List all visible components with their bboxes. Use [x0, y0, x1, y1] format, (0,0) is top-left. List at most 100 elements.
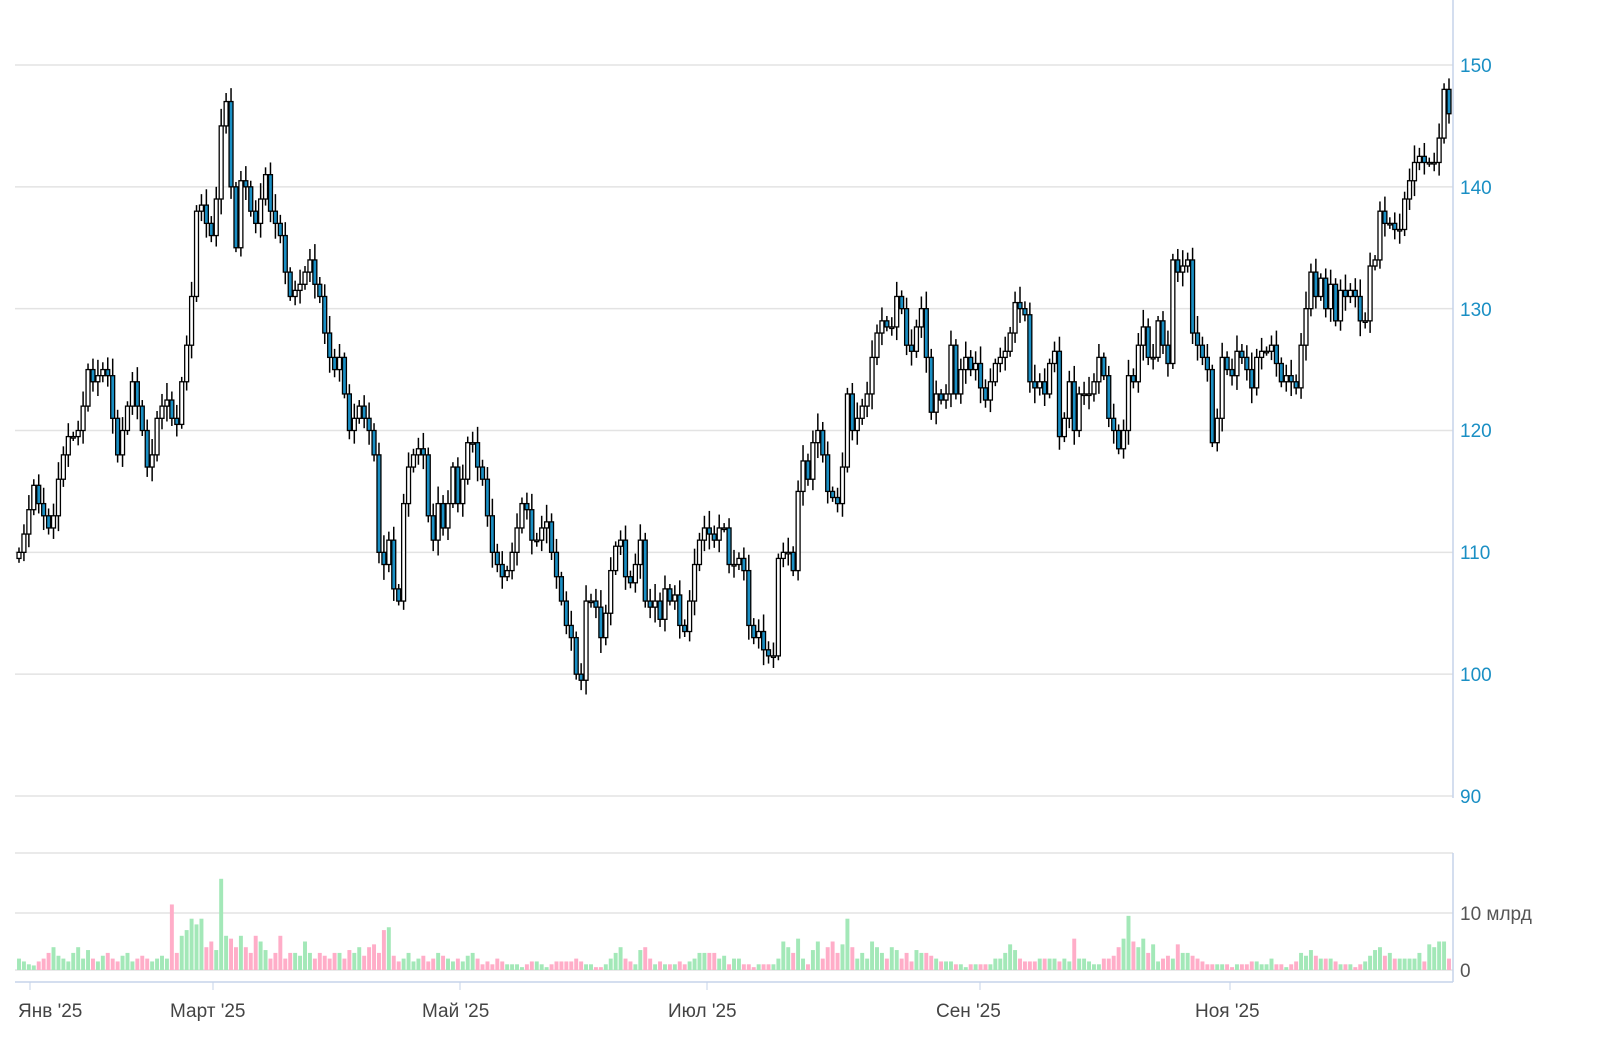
candle-body-up: [1007, 332, 1013, 352]
candle-body-up: [972, 362, 979, 371]
volume-bar-down: [431, 958, 436, 970]
candle: [198, 194, 205, 222]
volume-bar-down: [850, 947, 855, 970]
volume-bar-up: [189, 918, 194, 970]
candle: [1037, 373, 1043, 396]
volume-bar-up: [470, 952, 475, 970]
candle: [1194, 315, 1201, 361]
candle-body-down: [1332, 283, 1339, 322]
volume-bar-up: [1328, 958, 1333, 970]
candle-body-up: [238, 180, 244, 249]
candle: [751, 618, 757, 645]
volume-bar-down: [569, 961, 574, 970]
volume-bar-up: [1067, 961, 1072, 970]
candle-body-up: [854, 417, 860, 432]
candle: [578, 663, 584, 691]
candle: [70, 431, 76, 441]
candle: [667, 584, 673, 606]
candle-body-down: [657, 600, 663, 620]
volume-bar-up: [184, 930, 189, 970]
volume-bar-up: [544, 967, 549, 970]
volume-bar-up: [238, 935, 243, 970]
candle: [1066, 370, 1072, 429]
volume-bar-up: [771, 964, 776, 970]
price-tick-150: 150: [1460, 56, 1492, 77]
volume-bar-up: [1151, 944, 1156, 970]
candle: [1328, 269, 1334, 322]
volume-bar-down: [372, 944, 377, 970]
candle-body-up: [889, 326, 895, 330]
candle: [494, 543, 500, 573]
price-tick-110: 110: [1460, 543, 1490, 564]
candle: [1189, 247, 1196, 344]
price-tick-90: 90: [1460, 787, 1481, 808]
candle-body-up: [85, 368, 91, 407]
candle: [169, 391, 175, 426]
volume-bar-up: [76, 947, 81, 970]
candle-body-up: [55, 478, 62, 517]
candle-body-down: [1288, 375, 1294, 383]
candle: [647, 588, 653, 619]
candle-body-up: [874, 332, 880, 359]
candle-body-up: [1441, 88, 1447, 139]
candle: [1421, 142, 1427, 175]
candle-body-up: [815, 429, 821, 444]
candle-body-down: [790, 551, 796, 572]
volume-bar-down: [145, 958, 150, 970]
candle: [780, 542, 786, 568]
volume-bar-up: [697, 952, 702, 970]
candle: [460, 464, 466, 517]
volume-bar-up: [894, 950, 899, 970]
volume-bar-up: [125, 952, 130, 970]
volume-bar-down: [1195, 958, 1200, 970]
candle: [1219, 342, 1225, 432]
volume-bar-down: [1239, 964, 1244, 970]
candle: [736, 552, 742, 570]
volume-bar-up: [1037, 958, 1042, 970]
volume-bar-down: [1161, 958, 1165, 970]
candle: [519, 497, 525, 534]
candle: [154, 411, 160, 462]
candle-body-down: [1115, 429, 1122, 450]
volume-bar-up: [1417, 952, 1422, 970]
candle-body-up: [1298, 344, 1304, 389]
volume-bar-up: [95, 961, 100, 970]
candle-body-up: [1135, 344, 1141, 383]
volume-bar-down: [741, 964, 746, 970]
candle: [55, 462, 62, 532]
volume-bar-up: [1170, 958, 1175, 970]
candle-body-up: [1308, 271, 1314, 310]
volume-bar-up: [307, 952, 312, 970]
candle: [1392, 212, 1398, 240]
volume-bar-up: [919, 952, 924, 970]
candle-body-up: [662, 588, 668, 620]
candle-body-up: [696, 539, 703, 566]
volume-bar-down: [712, 952, 717, 970]
candle-body-up: [1406, 180, 1413, 200]
candle: [608, 557, 614, 626]
candle: [1323, 268, 1329, 318]
candle-body-down: [1392, 222, 1398, 231]
candle: [410, 448, 417, 473]
candle: [484, 467, 491, 527]
candle: [741, 547, 747, 581]
candle-body-up: [1012, 301, 1018, 334]
candle-body-up: [603, 612, 609, 639]
volume-bar-up: [1373, 950, 1378, 970]
volume-bar-up: [199, 918, 204, 970]
candle: [114, 409, 121, 463]
volume-bar-down: [623, 958, 628, 970]
volume-bar-up: [875, 947, 879, 970]
candle-body-up: [1214, 417, 1220, 444]
candle: [524, 492, 530, 520]
candle: [529, 493, 535, 555]
candle: [1244, 345, 1250, 381]
candle: [233, 181, 239, 253]
candle-body-up: [1431, 161, 1437, 165]
candle: [1046, 358, 1053, 399]
volume-bar-up: [801, 958, 806, 970]
candle-body-up: [1002, 350, 1008, 359]
candle: [80, 391, 86, 444]
volume-bar-up: [736, 958, 741, 970]
candle-body-down: [1101, 356, 1107, 377]
